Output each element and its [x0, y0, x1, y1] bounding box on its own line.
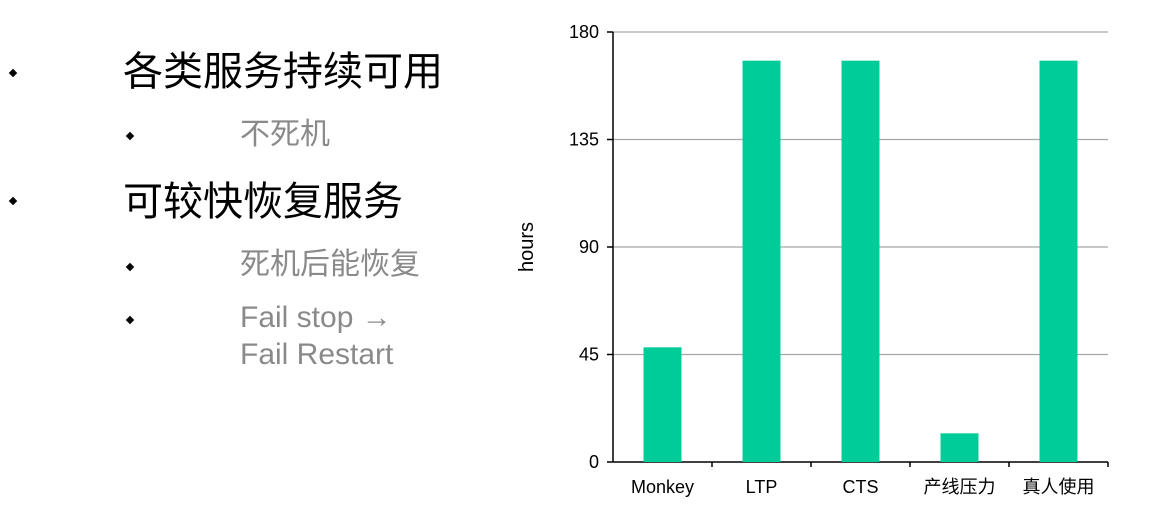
- bullet-text: 死机后能恢复: [240, 248, 420, 281]
- bar: [643, 347, 682, 462]
- y-axis-label: hours: [516, 222, 538, 272]
- y-tick-label: 45: [579, 345, 599, 365]
- bullet-marker: [125, 131, 135, 141]
- x-tick-label: 产线压力: [924, 477, 996, 497]
- bullet-marker: [8, 196, 18, 206]
- x-tick-label: CTS: [843, 477, 879, 497]
- bar: [1039, 60, 1078, 463]
- x-tick-label: LTP: [746, 477, 778, 497]
- bullet-text: 各类服务持续可用: [123, 50, 443, 94]
- x-tick-label: Monkey: [631, 477, 694, 497]
- bar: [742, 60, 781, 463]
- bullet-text: 不死机: [240, 118, 330, 151]
- bullet-text: 可较快恢复服务: [123, 180, 403, 224]
- y-tick-label: 90: [579, 237, 599, 257]
- x-tick-label: 真人使用: [1023, 477, 1095, 497]
- bullet-list: 各类服务持续可用 不死机 可较快恢复服务 死机后能恢复 Fail stop → …: [0, 0, 500, 520]
- bullet-marker: [125, 315, 135, 325]
- y-tick-label: 180: [569, 22, 599, 42]
- bullet-text-line-1: Fail stop →: [240, 301, 392, 334]
- y-tick-label: 135: [569, 130, 599, 150]
- bar: [940, 433, 979, 462]
- bullet-marker: [125, 262, 135, 272]
- bullet-text-line-2: Fail Restart: [240, 338, 394, 371]
- bar-chart: 0 45 90 135 180 hours Monkey LTP CTS 产线压力 真人使用: [516, 22, 1109, 497]
- bullet-marker: [8, 68, 18, 78]
- bar: [841, 60, 880, 463]
- y-tick-label: 0: [589, 452, 599, 472]
